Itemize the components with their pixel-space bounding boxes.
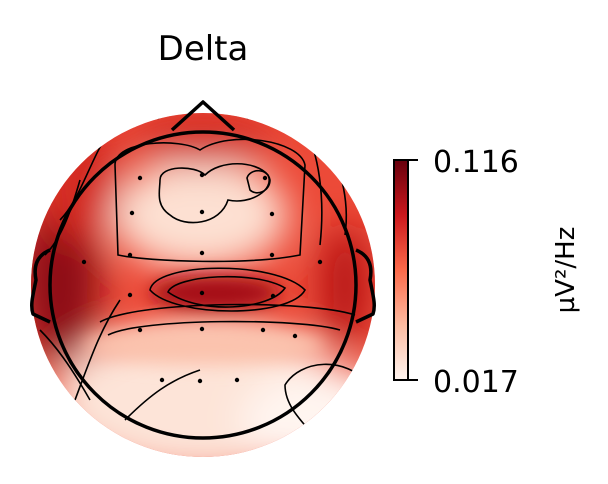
colorbar-unit-label: µV²/Hz	[551, 227, 581, 314]
topomap-title: Delta	[158, 29, 249, 69]
colorbar: 0.116 0.017 µV²/Hz	[393, 145, 581, 400]
colorbar-gradient	[393, 159, 409, 381]
nose-outline	[170, 100, 236, 132]
topomap-heatmap	[31, 113, 375, 457]
colorbar-min-label: 0.017	[433, 365, 519, 400]
left-ear-outline	[30, 248, 51, 324]
colorbar-max-label: 0.116	[433, 145, 519, 180]
head-outline	[30, 100, 376, 440]
right-ear-outline	[355, 248, 376, 324]
